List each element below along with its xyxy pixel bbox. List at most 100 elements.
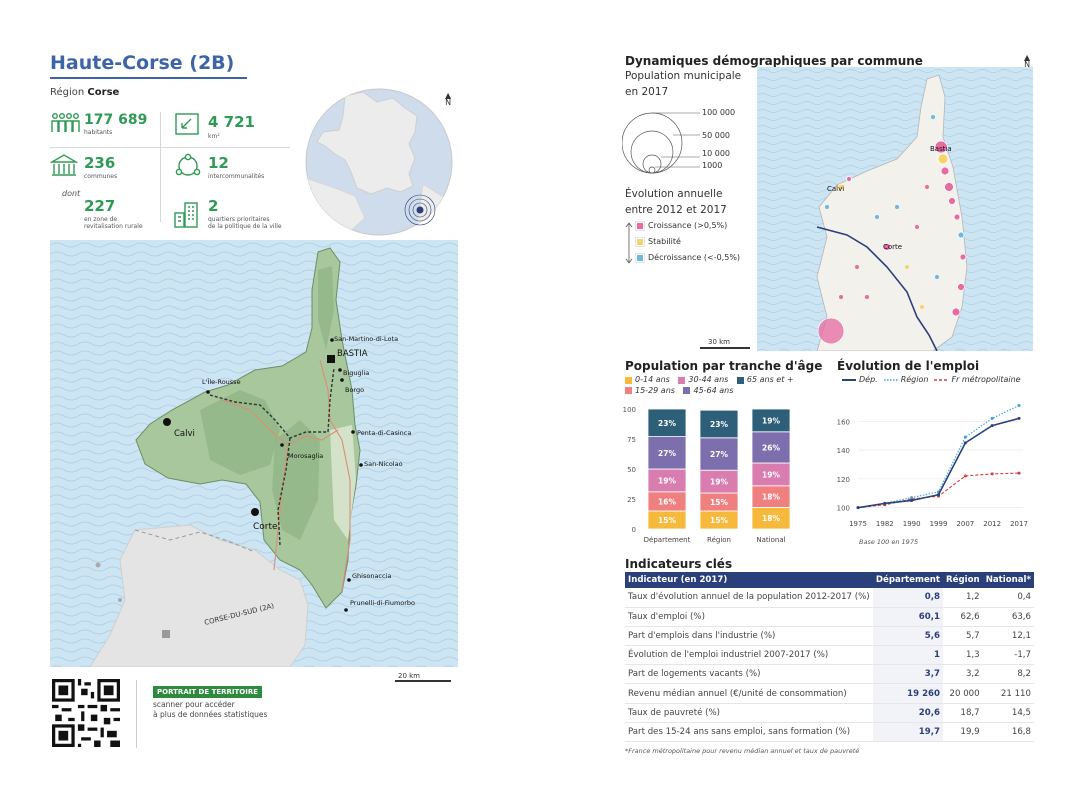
qr-divider	[136, 680, 137, 748]
age-ytick-label: 75	[627, 436, 636, 444]
age-legend-65: 65 ans et +	[736, 375, 794, 385]
age-bar-label: 27%	[710, 450, 728, 459]
age-bar-segment	[647, 436, 687, 470]
region-value: 5,7	[943, 626, 983, 647]
employment-line-chart: 100 120 140 160 1975 1982 1990 1999 2007 2012 2017…	[837, 403, 1028, 546]
region-value: 20 000	[943, 683, 983, 704]
map-label-ghisonaccia: Ghisonaccia	[352, 572, 391, 580]
map-label-prunelli: Prunelli-di-Fiumorbo	[350, 599, 415, 607]
national-value: 12,1	[982, 626, 1034, 647]
demographics-title: Dynamiques démographiques par commune	[625, 54, 923, 68]
emp-xtick-label: 2007	[956, 520, 974, 528]
table-row: Taux d'emploi (%) 60,1 62,6 63,6	[625, 607, 1034, 627]
title-underline	[50, 77, 247, 79]
emp-legend-region: Région	[883, 375, 929, 384]
table-row: Part des 15-24 ans sans emploi, sans for…	[625, 722, 1034, 743]
evo-legend-title: Évolution annuelle	[625, 188, 723, 200]
emp-point	[990, 416, 994, 420]
indicator-label: Évolution de l'emploi industriel 2007-20…	[625, 645, 873, 666]
region-value: 62,6	[943, 607, 983, 627]
emp-ytick-label: 140	[837, 447, 850, 455]
emp-chart-legend: Dép. Région Fr métropolitaine	[842, 375, 1021, 384]
age-ytick-label: 100	[623, 406, 636, 414]
age-category-label: National	[756, 536, 785, 544]
departement-value: 3,7	[872, 664, 944, 685]
demographic-map: Bastia Calvi Corte	[757, 67, 1033, 351]
emp-point	[990, 424, 994, 428]
evo-legend-sub: entre 2012 et 2017	[625, 204, 727, 216]
indicator-label: Taux de pauvreté (%)	[625, 703, 873, 723]
footnote: *France métropolitaine pour revenu média…	[625, 747, 860, 755]
col-header-national: National*	[982, 572, 1034, 588]
emp-point	[910, 496, 914, 500]
emp-ytick-label: 100	[837, 505, 850, 513]
relief-map: San-Martino-di-Lota BASTIA L'Île-Rousse …	[50, 240, 458, 667]
national-value: 8,2	[982, 664, 1034, 685]
emp-point	[1017, 471, 1021, 475]
emp-xtick-label: 1975	[849, 520, 867, 528]
communes-value: 236	[84, 154, 116, 172]
age-bar-label: 19%	[762, 470, 780, 479]
col-header-region: Région	[943, 572, 983, 588]
age-bar-label: 16%	[658, 497, 676, 506]
age-legend-15-29: 15-29 ans	[625, 386, 675, 396]
age-chart-title: Population par tranche d'âge	[625, 359, 823, 373]
indicators-header-row: Indicateur (en 2017) Département Région …	[625, 572, 1034, 588]
habitants-value: 177 689	[84, 112, 148, 128]
region-prefix: Région	[50, 87, 88, 98]
emp-legend-fr: Fr métropolitaine	[934, 375, 1021, 384]
age-bar-label: 23%	[658, 419, 676, 428]
rmap-label-calvi: Calvi	[827, 185, 844, 193]
rural-label: en zone de revitalisation rurale	[84, 216, 143, 231]
age-category-label: Département	[644, 536, 691, 544]
emp-point	[937, 493, 940, 497]
map-label-san-nicolao: San-Nicolao	[364, 460, 403, 468]
area-label: km²	[208, 133, 220, 140]
col-header-departement: Département	[872, 572, 944, 588]
age-bar-label: 23%	[710, 420, 728, 429]
table-row: Revenu médian annuel (€/unité de consomm…	[625, 683, 1034, 704]
age-bar-label: 15%	[710, 516, 728, 525]
age-legend-0-14: 0-14 ans	[625, 375, 670, 385]
map-label-corte: Corte	[253, 522, 278, 532]
national-value: 14,5	[982, 703, 1034, 723]
quartiers-label: quartiers prioritaires de la politique de…	[208, 216, 282, 231]
proportional-circles-legend: 100 000 50 000 10 000 1000	[622, 108, 735, 174]
age-bar-segment	[699, 409, 739, 439]
indicators-title: Indicateurs clés	[625, 557, 733, 571]
national-value: 16,8	[982, 722, 1034, 743]
area-value: 4 721	[208, 113, 255, 131]
emp-point	[856, 506, 860, 510]
indicator-label: Revenu médian annuel (€/unité de consomm…	[625, 683, 873, 704]
pop-legend-sub: en 2017	[625, 86, 669, 98]
bastia-marker	[327, 355, 335, 363]
age-bar-segment	[751, 431, 791, 464]
map-label-calvi: Calvi	[174, 429, 195, 439]
map-label-ile-rousse: L'Île-Rousse	[202, 377, 241, 386]
indicator-label: Taux d'évolution annuel de la population…	[625, 588, 873, 608]
region-name: Corse	[87, 87, 120, 98]
buildings-icon	[174, 202, 198, 228]
age-ytick-label: 50	[627, 466, 636, 474]
age-bar-label: 15%	[658, 516, 676, 525]
emp-point	[1017, 403, 1021, 407]
emp-base-note: Base 100 en 1975	[859, 538, 918, 546]
circle-label-50000: 50 000	[702, 131, 730, 140]
table-row: Taux d'évolution annuel de la population…	[625, 588, 1034, 608]
region-value: 3,2	[943, 664, 983, 685]
evo-legend: Croissance (>0,5%) Stabilité Décroissanc…	[636, 221, 740, 262]
map-label-bastia: BASTIA	[337, 349, 368, 359]
national-value: -1,7	[982, 645, 1034, 666]
age-stacked-bar-chart: 0 25 50 75 100 15% 16% 19% 27% 23% Département 15% 1…	[623, 406, 791, 544]
age-bar-label: 18%	[762, 514, 780, 523]
emp-legend-dep: Dép.	[842, 375, 878, 384]
table-row: Taux de pauvreté (%) 20,6 18,7 14,5	[625, 703, 1034, 723]
departement-value: 0,8	[872, 588, 944, 608]
qr-code[interactable]	[50, 679, 122, 747]
stats-divider	[160, 112, 161, 222]
north-arrow-left: ▲ N	[445, 91, 452, 108]
interco-value: 12	[208, 154, 229, 172]
interco-label: intercommunalités	[208, 173, 265, 180]
pop-legend-title: Population municipale	[625, 70, 742, 82]
emp-xtick-label: 1982	[876, 520, 894, 528]
